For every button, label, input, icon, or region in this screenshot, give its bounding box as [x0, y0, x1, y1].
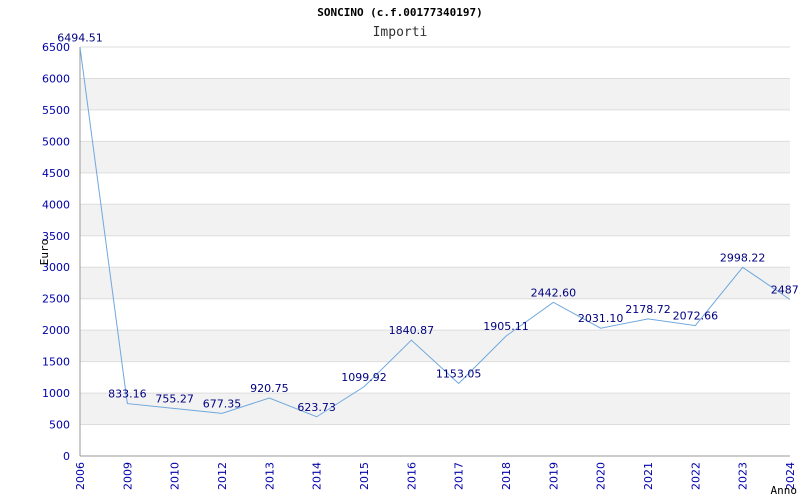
x-tick-labels: 2006 2009 2010 2012 2013 2014 2015 2016 2017 2018…	[74, 462, 797, 490]
x-tick-label: 2024	[784, 462, 797, 490]
y-tick-label: 2000	[42, 324, 70, 337]
data-label: 833.16	[108, 388, 147, 401]
x-tick-label: 2020	[595, 462, 608, 490]
data-label: 1153.05	[436, 367, 482, 380]
y-tick-label: 0	[63, 450, 70, 463]
x-tick-label: 2017	[453, 462, 466, 490]
y-tick-label: 3000	[42, 261, 70, 274]
grid-band	[80, 267, 790, 299]
y-tick-label: 5500	[42, 104, 70, 117]
x-tick-label: 2021	[642, 462, 655, 490]
x-tick-label: 2006	[74, 462, 87, 490]
grid-band	[80, 141, 790, 173]
data-label: 1099.92	[341, 371, 387, 384]
series-line	[79, 47, 791, 418]
y-tick-label: 6500	[42, 41, 70, 54]
data-label: 1905.11	[483, 320, 529, 333]
y-axis-label: Euro	[38, 239, 51, 266]
data-labels: 6494.51 833.16 755.27 677.35 920.75 623.73 109…	[57, 31, 800, 413]
axes	[79, 47, 790, 457]
grid-band	[80, 330, 790, 362]
grid-band	[80, 78, 790, 110]
y-tick-label: 1000	[42, 387, 70, 400]
y-tick-label: 4000	[42, 198, 70, 211]
x-tick-label: 2010	[169, 462, 182, 490]
x-tick-label: 2018	[500, 462, 513, 490]
y-tick-labels: 0 500 1000 1500 2000 2500 3000 3500 4000 4500 5000…	[42, 41, 70, 463]
grid-bands	[80, 78, 790, 425]
data-label: 2998.22	[720, 251, 766, 264]
data-label: 920.75	[250, 382, 289, 395]
y-tick-label: 2500	[42, 293, 70, 306]
x-tick-label: 2013	[263, 462, 276, 490]
chart-title: SONCINO (c.f.00177340197)	[317, 6, 483, 19]
y-tick-label: 6000	[42, 72, 70, 85]
chart-subtitle: Importi	[372, 25, 428, 40]
x-tick-label: 2016	[405, 462, 418, 490]
x-tick-label: 2022	[689, 462, 702, 490]
y-tick-label: 1500	[42, 356, 70, 369]
data-label: 623.73	[297, 401, 336, 414]
x-tick-label: 2019	[547, 462, 560, 490]
y-tick-label: 5000	[42, 135, 70, 148]
data-label: 1840.87	[389, 324, 435, 337]
data-label: 2487.0	[771, 284, 800, 297]
data-label: 2178.72	[625, 303, 671, 316]
data-label: 2442.60	[531, 286, 577, 299]
data-label: 755.27	[155, 392, 194, 405]
data-label: 6494.51	[57, 31, 103, 44]
x-tick-label: 2023	[737, 462, 750, 490]
x-tick-label: 2012	[216, 462, 229, 490]
x-tick-label: 2014	[311, 462, 324, 490]
data-label: 2031.10	[578, 312, 624, 325]
y-tick-label: 3500	[42, 230, 70, 243]
x-axis-label: Anno	[771, 484, 798, 497]
y-tick-label: 500	[49, 419, 70, 432]
x-tick-label: 2009	[121, 462, 134, 490]
grid-band	[80, 204, 790, 236]
grid-band	[80, 393, 790, 425]
x-tick-label: 2015	[358, 462, 371, 490]
y-tick-label: 4500	[42, 167, 70, 180]
data-label: 677.35	[203, 397, 242, 410]
data-label: 2072.66	[673, 310, 719, 323]
